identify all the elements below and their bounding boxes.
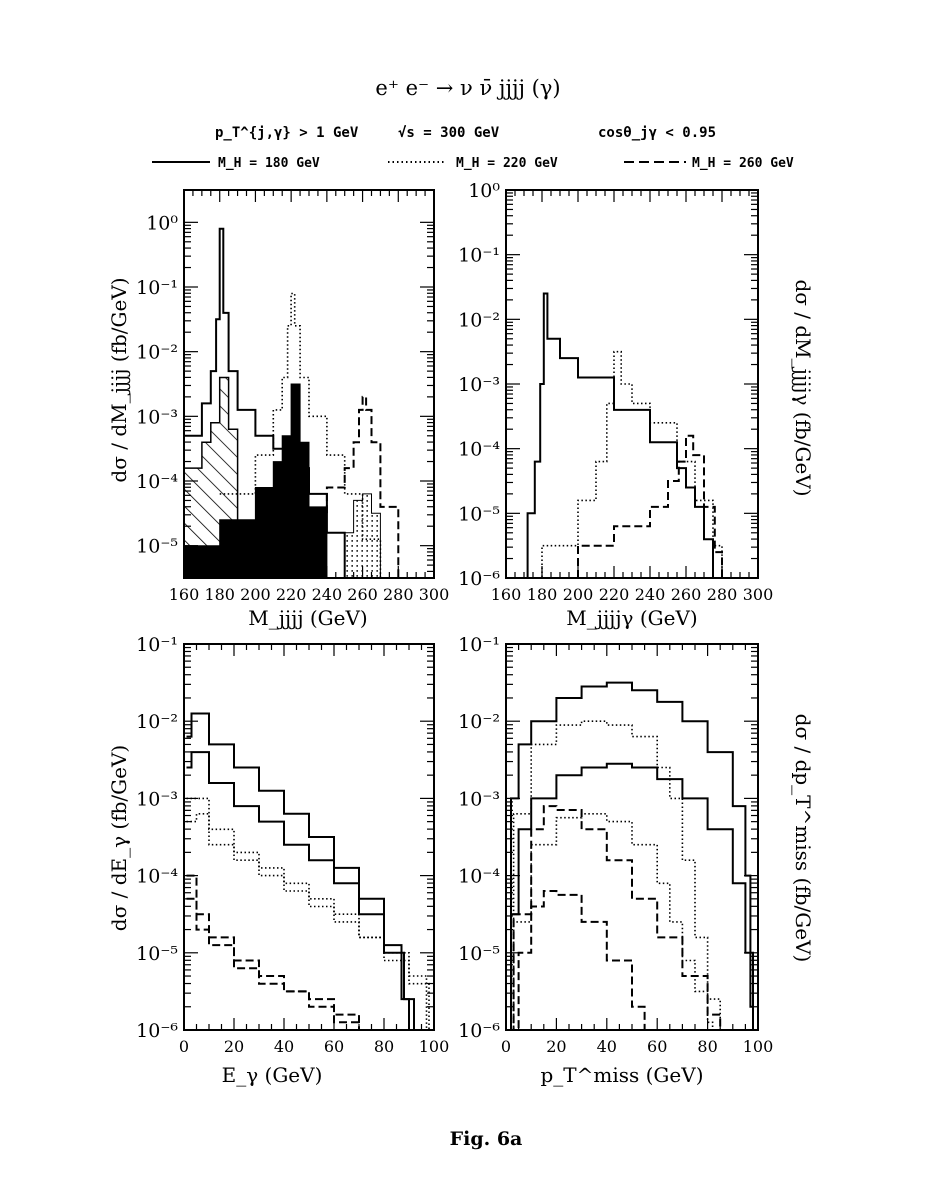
- xtick-label-mjjjjg-1: 180: [527, 585, 558, 604]
- xtick-label-mjjjjg-4: 240: [635, 585, 666, 604]
- series-ptmiss-4: [508, 805, 722, 1031]
- ytick-label-mjjjjg-5: 10⁻⁵: [458, 503, 500, 525]
- series-mjjjjg-2: [542, 434, 723, 579]
- series-ptmiss-1: [508, 762, 754, 1031]
- ytick-label-egamma-2: 10⁻³: [136, 788, 178, 810]
- xtick-label-egamma-5: 100: [419, 1037, 450, 1056]
- cut-sqrt-s-label: √s = 300 GeV: [398, 125, 500, 141]
- plot-mjjjj: 160 180 200 220 240 260 280 30010⁰10⁻¹10⁻²10⁻³1…: [136, 190, 449, 604]
- ytick-label-mjjjjg-4: 10⁻⁴: [458, 439, 500, 461]
- xtick-label-egamma-0: 0: [179, 1037, 189, 1056]
- xtick-label-ptmiss-1: 20: [546, 1037, 566, 1056]
- legend-label-180: M_H = 180 GeV: [218, 156, 320, 171]
- ytick-label-mjjjjg-3: 10⁻³: [458, 374, 500, 396]
- legend-label-220: M_H = 220 GeV: [456, 156, 558, 171]
- xtick-label-ptmiss-4: 80: [697, 1037, 717, 1056]
- series-egamma-3: [186, 813, 430, 1030]
- ytick-label-mjjjjg-2: 10⁻²: [458, 309, 500, 331]
- plot-egamma: 0 20 40 60 80 100 10⁻¹ 10⁻² 10⁻³ 10⁻⁴ 10⁻⁵ 10⁻⁶: [136, 634, 449, 1056]
- xtick-label-egamma-2: 40: [274, 1037, 294, 1056]
- xtick-label-mjjjjg-5: 260: [671, 585, 702, 604]
- series-ptmiss-3: [508, 813, 714, 1031]
- xtick-label-ptmiss-0: 0: [501, 1037, 511, 1056]
- ytick-label-mjjjjg-1: 10⁻¹: [458, 245, 500, 267]
- series-ptmiss-5: [508, 890, 646, 1031]
- xlabel-mjjjjg: M_jjjjγ (GeV): [566, 606, 697, 630]
- xtick-label-mjjjj-6: 280: [383, 585, 414, 604]
- xtick-label-ptmiss-5: 100: [743, 1037, 774, 1056]
- ytick-label-ptmiss-5: 10⁻⁶: [458, 1020, 500, 1042]
- ytick-label-ptmiss-2: 10⁻³: [458, 788, 500, 810]
- ytick-label-ptmiss-4: 10⁻⁵: [458, 943, 500, 965]
- series-mjjjj-5: [326, 493, 381, 579]
- xtick-label-mjjjjg-2: 200: [563, 585, 594, 604]
- xtick-label-ptmiss-2: 40: [597, 1037, 617, 1056]
- series-mjjjj-4: [183, 383, 328, 579]
- ylabel-egamma: dσ / dE_γ (fb/GeV): [107, 745, 131, 931]
- legend: M_H = 180 GeV M_H = 220 GeV M_H = 260 Ge…: [152, 156, 794, 171]
- ytick-label-mjjjj-5: 10⁻⁵: [136, 536, 178, 558]
- xtick-label-mjjjjg-3: 220: [599, 585, 630, 604]
- xtick-label-mjjjjg-6: 280: [707, 585, 738, 604]
- series-egamma-5: [186, 897, 364, 1031]
- ytick-label-mjjjj-4: 10⁻⁴: [136, 471, 178, 493]
- ytick-label-mjjjj-3: 10⁻³: [136, 406, 178, 428]
- series-mjjjjg-1: [515, 350, 723, 579]
- xtick-label-ptmiss-3: 60: [647, 1037, 667, 1056]
- series-mjjjjg-0: [518, 292, 714, 579]
- series-egamma-1: [186, 751, 415, 1030]
- plot-ptmiss: 0 20 40 60 80 100 10⁻¹ 10⁻² 10⁻³ 10⁻⁴ 10⁻⁵ 10⁻⁶: [458, 634, 773, 1056]
- ylabel-ptmiss: dσ / dp_T^miss (fb/GeV): [791, 714, 815, 963]
- xtick-label-mjjjj-0: 160: [169, 585, 200, 604]
- xtick-label-mjjjj-2: 200: [240, 585, 271, 604]
- xtick-label-mjjjj-3: 220: [276, 585, 307, 604]
- xtick-label-mjjjj-1: 180: [204, 585, 235, 604]
- xtick-label-mjjjjg-0: 160: [491, 585, 522, 604]
- plot-mjjjjg: 160 180 200 220 240 260 280 300 10⁰ 10⁻¹ 10⁻² 10⁻³ 1…: [458, 180, 773, 604]
- xtick-label-mjjjjg-7: 300: [743, 585, 774, 604]
- ytick-label-ptmiss-0: 10⁻¹: [458, 634, 500, 656]
- series-egamma-2: [186, 797, 428, 1030]
- xtick-label-egamma-1: 20: [224, 1037, 244, 1056]
- ytick-label-egamma-3: 10⁻⁴: [136, 866, 178, 888]
- ytick-label-egamma-4: 10⁻⁵: [136, 943, 178, 965]
- figure-caption: Fig. 6a: [450, 1128, 523, 1150]
- ytick-label-egamma-1: 10⁻²: [136, 711, 178, 733]
- xlabel-ptmiss: p_T^miss (GeV): [540, 1063, 703, 1087]
- ylabel-mjjjj: dσ / dM_jjjj (fb/GeV): [107, 277, 131, 482]
- series-egamma-0: [186, 712, 410, 1030]
- ytick-label-mjjjjg-0: 10⁰: [468, 180, 500, 202]
- ytick-label-mjjjj-0: 10⁰: [146, 212, 178, 234]
- ytick-label-ptmiss-3: 10⁻⁴: [458, 866, 500, 888]
- cut-cos-label: cosθ_jγ < 0.95: [598, 125, 716, 141]
- series-ptmiss-2: [508, 720, 721, 1031]
- ytick-label-egamma-5: 10⁻⁶: [136, 1020, 178, 1042]
- ytick-label-egamma-0: 10⁻¹: [136, 634, 178, 656]
- cut-pt-label: p_T^{j,γ} > 1 GeV: [215, 125, 359, 141]
- xlabel-egamma: E_γ (GeV): [222, 1063, 323, 1087]
- xlabel-mjjjj: M_jjjj (GeV): [248, 606, 368, 630]
- xtick-label-mjjjj-7: 300: [419, 585, 450, 604]
- xtick-label-egamma-4: 80: [374, 1037, 394, 1056]
- xtick-label-mjjjj-4: 240: [312, 585, 343, 604]
- series-mjjjj-2: [291, 395, 400, 578]
- ylabel-mjjjjg: dσ / dM_jjjjγ (fb/GeV): [791, 279, 815, 496]
- series-egamma-4: [186, 874, 372, 1031]
- ytick-label-mjjjjg-6: 10⁻⁶: [458, 568, 500, 590]
- ytick-label-mjjjj-1: 10⁻¹: [136, 277, 178, 299]
- figure-title: e⁺ e⁻ → ν ν̄ jjjj (γ): [375, 76, 560, 100]
- xtick-label-egamma-3: 60: [324, 1037, 344, 1056]
- legend-label-260: M_H = 260 GeV: [692, 156, 794, 171]
- series-ptmiss-0: [508, 681, 754, 1031]
- xtick-label-mjjjj-5: 260: [347, 585, 378, 604]
- ytick-label-mjjjj-2: 10⁻²: [136, 342, 178, 364]
- ytick-label-ptmiss-1: 10⁻²: [458, 711, 500, 733]
